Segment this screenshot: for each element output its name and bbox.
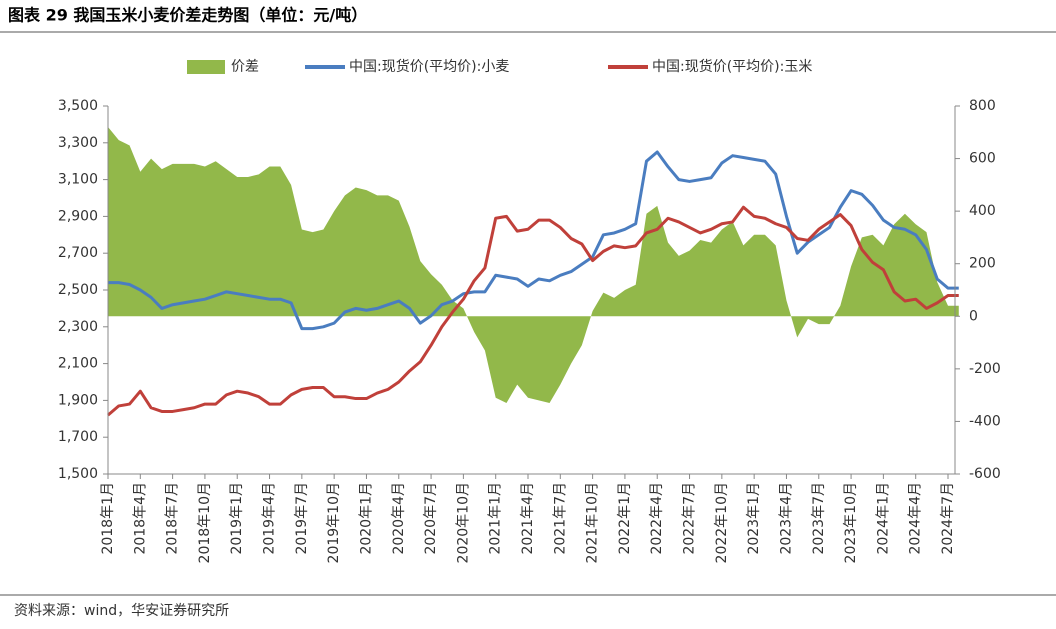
x-tick-label: 2022年7月: [682, 482, 698, 555]
y2-tick-label: -200: [969, 361, 1001, 377]
y-tick-label: 3,300: [58, 135, 98, 151]
x-tick-label: 2018年7月: [165, 482, 181, 555]
y2-tick-label: 0: [969, 308, 978, 324]
legend-label: 中国:现货价(平均价):玉米: [652, 58, 812, 75]
y-tick-label: 3,100: [58, 172, 98, 188]
x-tick-label: 2019年1月: [229, 482, 245, 555]
y-tick-label: 1,900: [58, 392, 98, 408]
x-tick-label: 2022年4月: [649, 482, 665, 555]
y2-tick-label: 800: [969, 98, 996, 114]
legend-swatch: [187, 60, 225, 74]
legend-label: 价差: [231, 59, 259, 75]
x-tick-label: 2021年10月: [585, 482, 601, 563]
line: [107, 205, 959, 417]
y-tick-label: 2,500: [58, 282, 98, 298]
x-tick-label: 2022年1月: [617, 482, 633, 555]
x-tick-label: 2023年10月: [843, 482, 859, 563]
y2-tick-label: 600: [969, 151, 996, 167]
y-tick-label: 2,700: [58, 245, 98, 261]
x-tick-label: 2020年1月: [358, 482, 374, 555]
legend-label: 中国:现货价(平均价):小麦: [349, 58, 509, 75]
x-tick-label: 2021年7月: [552, 482, 568, 555]
y-tick-label: 1,700: [58, 429, 98, 445]
y-tick-label: 2,100: [58, 356, 98, 372]
x-tick-label: 2019年4月: [262, 482, 278, 555]
source: 资料来源：wind，华安证券研究所: [14, 603, 229, 619]
x-tick-label: 2024年4月: [908, 482, 924, 555]
y2-tick-label: -600: [969, 466, 1001, 482]
y-tick-label: 2,300: [58, 319, 98, 335]
y-tick-label: 3,500: [58, 98, 98, 114]
x-tick-label: 2024年1月: [875, 482, 891, 555]
x-tick-label: 2021年4月: [520, 482, 536, 555]
x-tick-label: 2018年10月: [197, 482, 213, 563]
y-tick-label: 2,900: [58, 208, 98, 224]
x-tick-label: 2020年10月: [455, 482, 471, 563]
y2-tick-label: 200: [969, 256, 996, 272]
chart-title: 图表 29 我国玉米小麦价差走势图（单位：元/吨）: [8, 6, 367, 25]
x-tick-label: 2020年7月: [423, 482, 439, 555]
y2-tick-label: -400: [969, 413, 1001, 429]
x-tick-label: 2019年10月: [326, 482, 342, 563]
x-tick-label: 2018年1月: [100, 482, 116, 555]
x-tick-label: 2018年4月: [132, 482, 148, 555]
x-tick-label: 2022年10月: [714, 482, 730, 563]
x-tick-label: 2021年1月: [488, 482, 504, 555]
line: [108, 150, 959, 331]
x-tick-label: 2019年7月: [294, 482, 310, 555]
x-tick-label: 2020年4月: [391, 482, 407, 555]
area: [108, 127, 959, 404]
y-tick-label: 1,500: [58, 466, 98, 482]
x-tick-label: 2024年7月: [940, 482, 956, 555]
x-tick-label: 2023年1月: [746, 482, 762, 555]
y2-tick-label: 400: [969, 203, 996, 219]
x-tick-label: 2023年7月: [811, 482, 827, 555]
x-tick-label: 2023年4月: [778, 482, 794, 555]
